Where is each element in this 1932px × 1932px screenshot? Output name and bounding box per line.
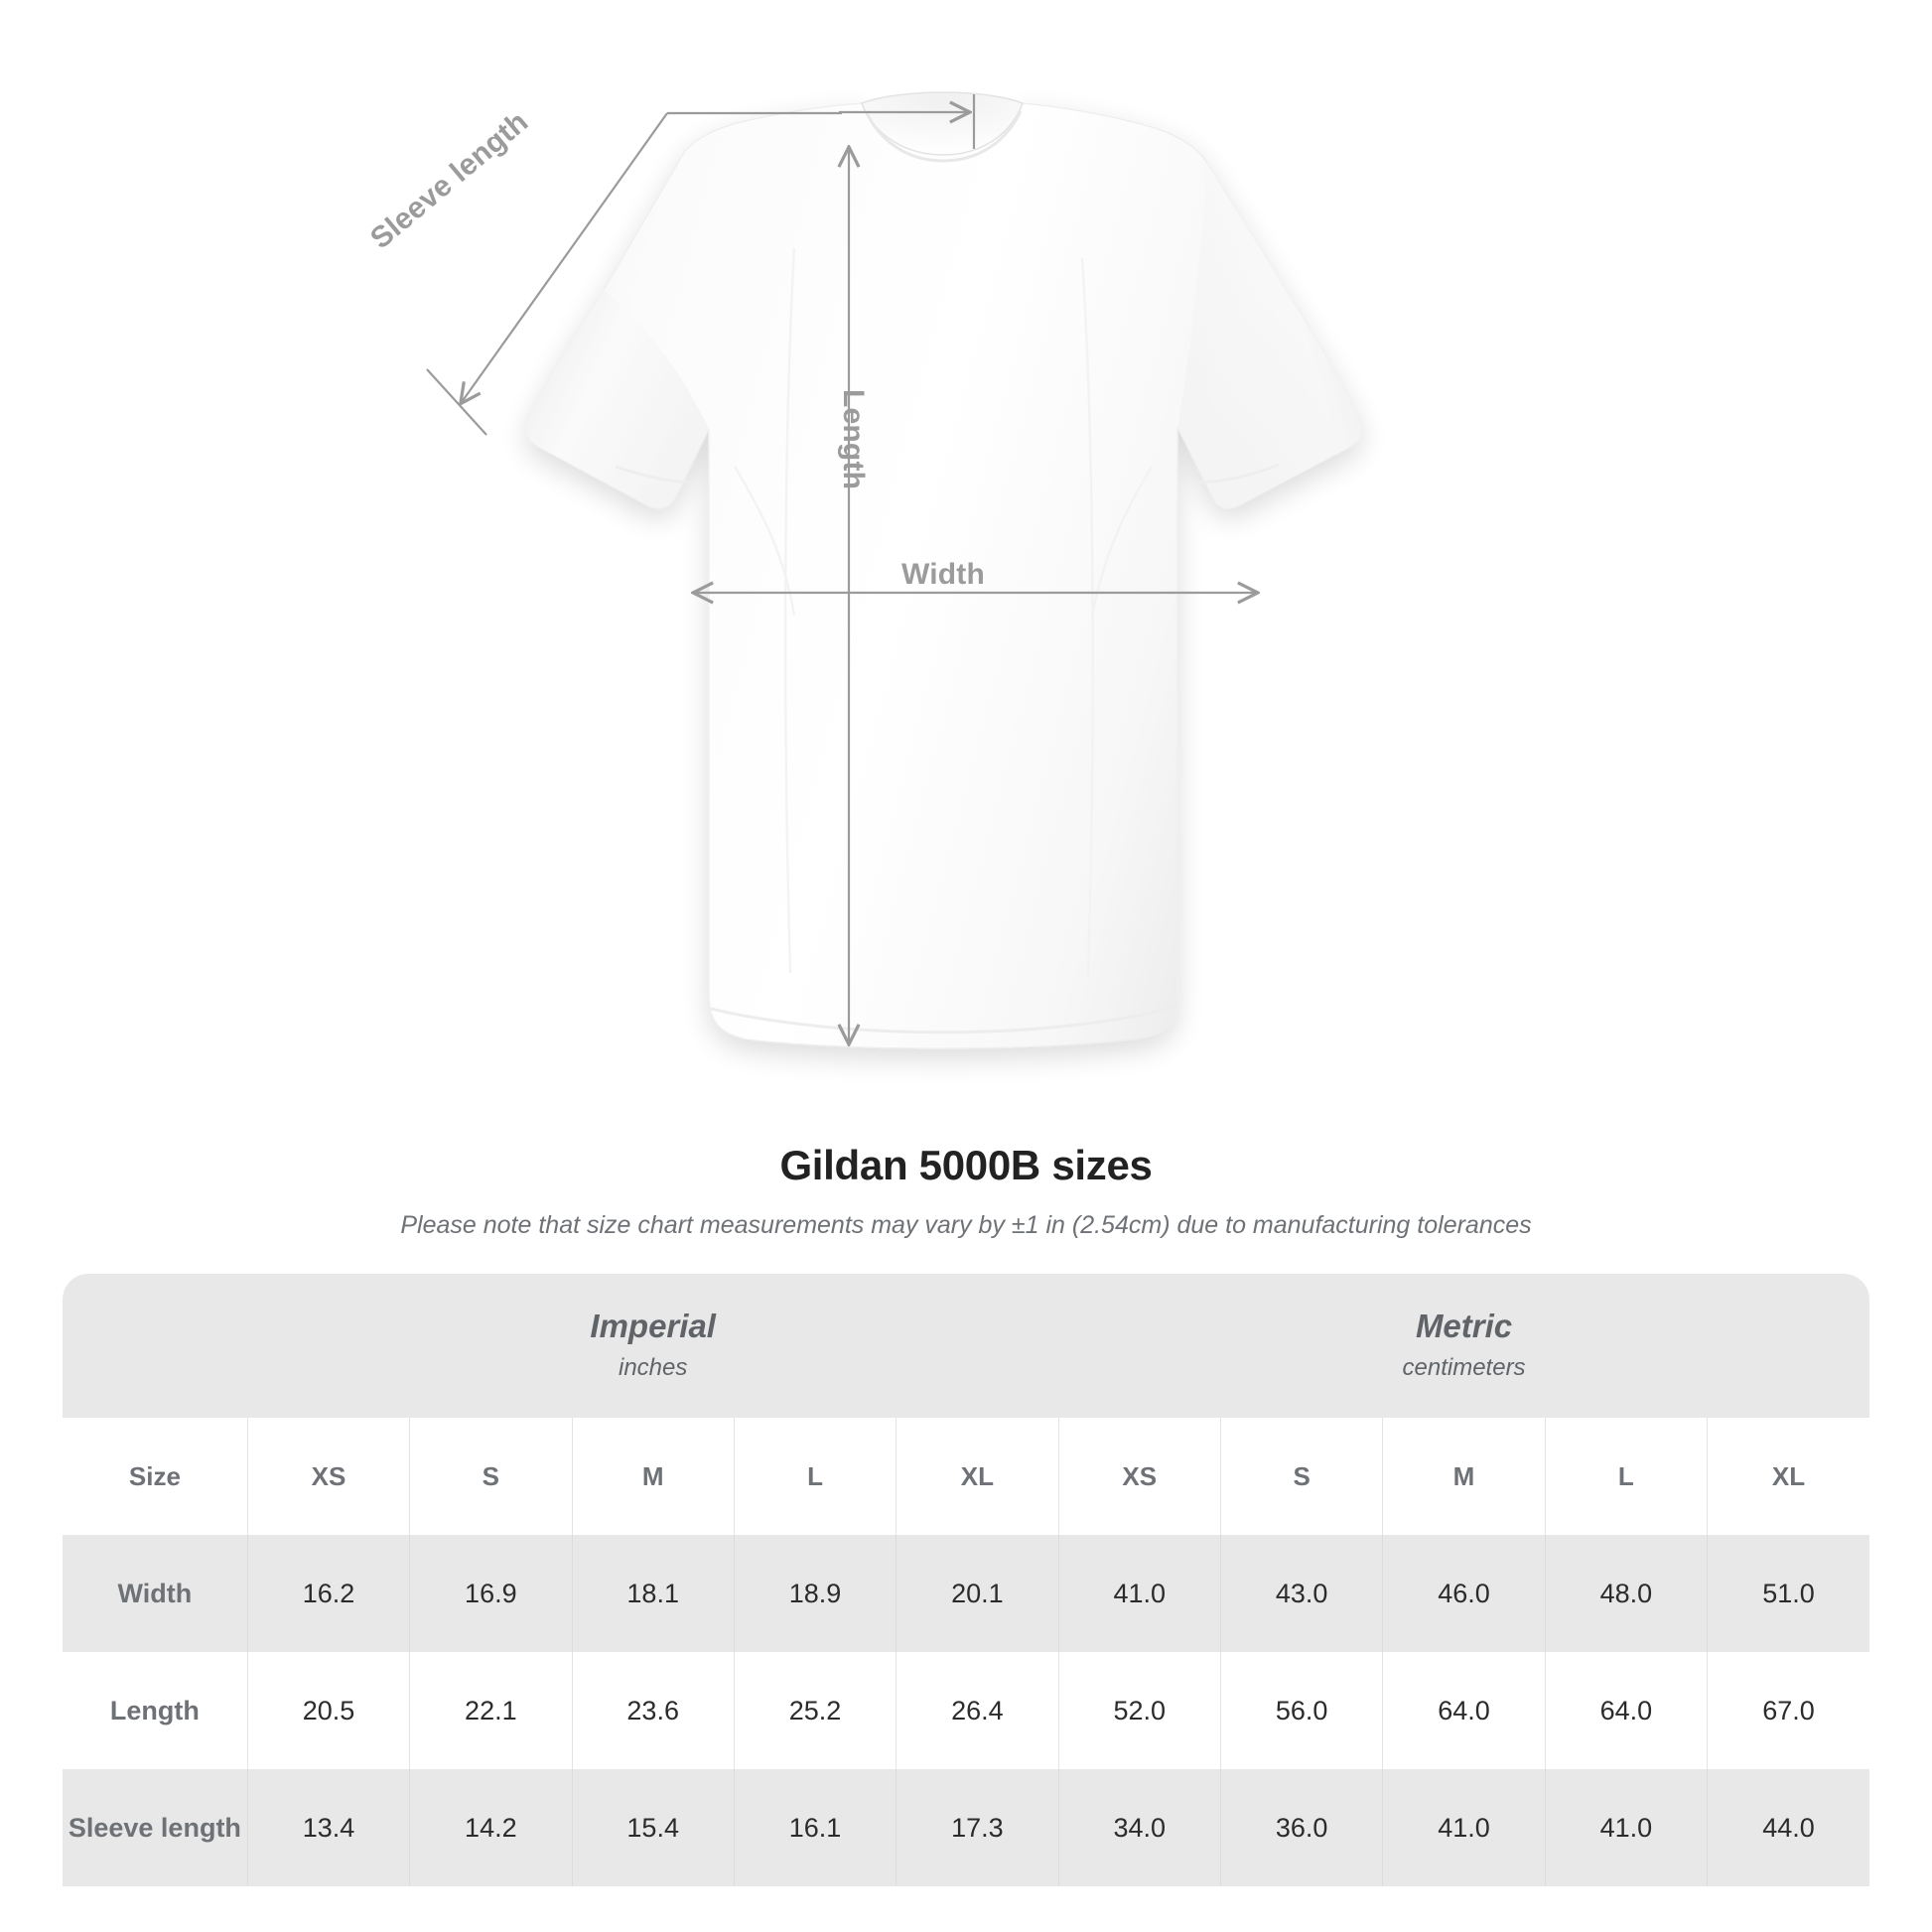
unit-group-metric-name: Metric <box>1415 1308 1513 1345</box>
cell-length-imperial-m: 23.6 <box>571 1652 735 1769</box>
cell-width-metric-m: 46.0 <box>1382 1535 1546 1652</box>
cell-sleeve-imperial-s: 14.2 <box>409 1769 573 1886</box>
size-col-metric-m: M <box>1382 1418 1546 1535</box>
row-label-length: Length <box>63 1652 248 1769</box>
size-col-metric-xl: XL <box>1707 1418 1869 1535</box>
table-row: Sleeve length 13.4 14.2 15.4 16.1 17.3 3… <box>63 1769 1869 1886</box>
cell-sleeve-metric-m: 41.0 <box>1382 1769 1546 1886</box>
table-row: Length 20.5 22.1 23.6 25.2 26.4 52.0 56.… <box>63 1652 1869 1769</box>
cell-sleeve-metric-xs: 34.0 <box>1057 1769 1221 1886</box>
unit-group-imperial-sub: inches <box>619 1353 688 1381</box>
chart-heading: Gildan 5000B sizes Please note that size… <box>0 1142 1932 1240</box>
cell-length-metric-m: 64.0 <box>1382 1652 1546 1769</box>
width-diagram-label: Width <box>901 558 986 591</box>
table-row: Width 16.2 16.9 18.1 18.9 20.1 41.0 43.0… <box>63 1535 1869 1652</box>
shoulder-pointer <box>839 94 976 149</box>
cell-sleeve-imperial-l: 16.1 <box>733 1769 897 1886</box>
row-label-sleeve-length: Sleeve length <box>63 1769 248 1886</box>
unit-group-metric: Metric centimeters <box>1058 1274 1869 1418</box>
page-title: Gildan 5000B sizes <box>779 1142 1153 1188</box>
cell-length-imperial-xs: 20.5 <box>246 1652 410 1769</box>
size-col-imperial-l: L <box>733 1418 897 1535</box>
tshirt-illustration <box>426 91 1363 1049</box>
size-col-metric-xs: XS <box>1057 1418 1221 1535</box>
cell-length-imperial-xl: 26.4 <box>896 1652 1059 1769</box>
size-table-container: Imperial inches Metric centimeters Size … <box>63 1274 1869 1886</box>
unit-group-imperial: Imperial inches <box>247 1274 1059 1418</box>
size-col-imperial-s: S <box>409 1418 573 1535</box>
size-col-imperial-xl: XL <box>896 1418 1059 1535</box>
size-header-label: Size <box>63 1418 248 1535</box>
collar <box>860 91 1025 156</box>
cell-length-imperial-s: 22.1 <box>409 1652 573 1769</box>
cell-length-metric-s: 56.0 <box>1219 1652 1383 1769</box>
cell-sleeve-metric-s: 36.0 <box>1219 1769 1383 1886</box>
cell-length-metric-xl: 67.0 <box>1707 1652 1869 1769</box>
length-diagram-label: Length <box>837 389 870 490</box>
tshirt-diagram: Sleeve length Length Width <box>364 91 1363 1049</box>
cell-sleeve-metric-l: 41.0 <box>1544 1769 1708 1886</box>
unit-group-metric-sub: centimeters <box>1402 1353 1526 1381</box>
row-label-width: Width <box>63 1535 248 1652</box>
cell-width-metric-s: 43.0 <box>1219 1535 1383 1652</box>
unit-group-row: Imperial inches Metric centimeters <box>63 1274 1869 1418</box>
collar-seam <box>864 110 1023 163</box>
right-sleeve <box>1177 163 1362 509</box>
cell-length-imperial-l: 25.2 <box>733 1652 897 1769</box>
size-chart-table: Imperial inches Metric centimeters Size … <box>63 1274 1869 1886</box>
unit-group-imperial-name: Imperial <box>590 1308 716 1345</box>
cell-width-metric-xl: 51.0 <box>1707 1535 1869 1652</box>
cell-width-imperial-l: 18.9 <box>733 1535 897 1652</box>
cell-sleeve-imperial-xs: 13.4 <box>246 1769 410 1886</box>
cell-sleeve-metric-xl: 44.0 <box>1707 1769 1869 1886</box>
hem-line <box>710 1005 1176 1035</box>
cell-width-metric-l: 48.0 <box>1544 1535 1708 1652</box>
cell-length-metric-xs: 52.0 <box>1057 1652 1221 1769</box>
left-sleeve <box>526 290 709 509</box>
unit-row-corner <box>63 1274 248 1418</box>
size-col-metric-s: S <box>1219 1418 1383 1535</box>
cell-length-metric-l: 64.0 <box>1544 1652 1708 1769</box>
size-col-metric-l: L <box>1544 1418 1708 1535</box>
cell-sleeve-imperial-xl: 17.3 <box>896 1769 1059 1886</box>
left-sleeve-hem <box>615 465 696 484</box>
cell-sleeve-imperial-m: 15.4 <box>571 1769 735 1886</box>
size-col-imperial-xs: XS <box>246 1418 410 1535</box>
cell-width-imperial-xl: 20.1 <box>896 1535 1059 1652</box>
cell-width-imperial-xs: 16.2 <box>246 1535 410 1652</box>
size-col-imperial-m: M <box>571 1418 735 1535</box>
cell-width-imperial-m: 18.1 <box>571 1535 735 1652</box>
size-header-row: Size XS S M L XL XS S M L XL <box>63 1418 1869 1535</box>
right-sleeve-hem <box>1194 463 1280 484</box>
cell-width-metric-xs: 41.0 <box>1057 1535 1221 1652</box>
cell-width-imperial-s: 16.9 <box>409 1535 573 1652</box>
sleeve-length-measure <box>426 111 842 436</box>
tolerance-note: Please note that size chart measurements… <box>400 1211 1532 1239</box>
